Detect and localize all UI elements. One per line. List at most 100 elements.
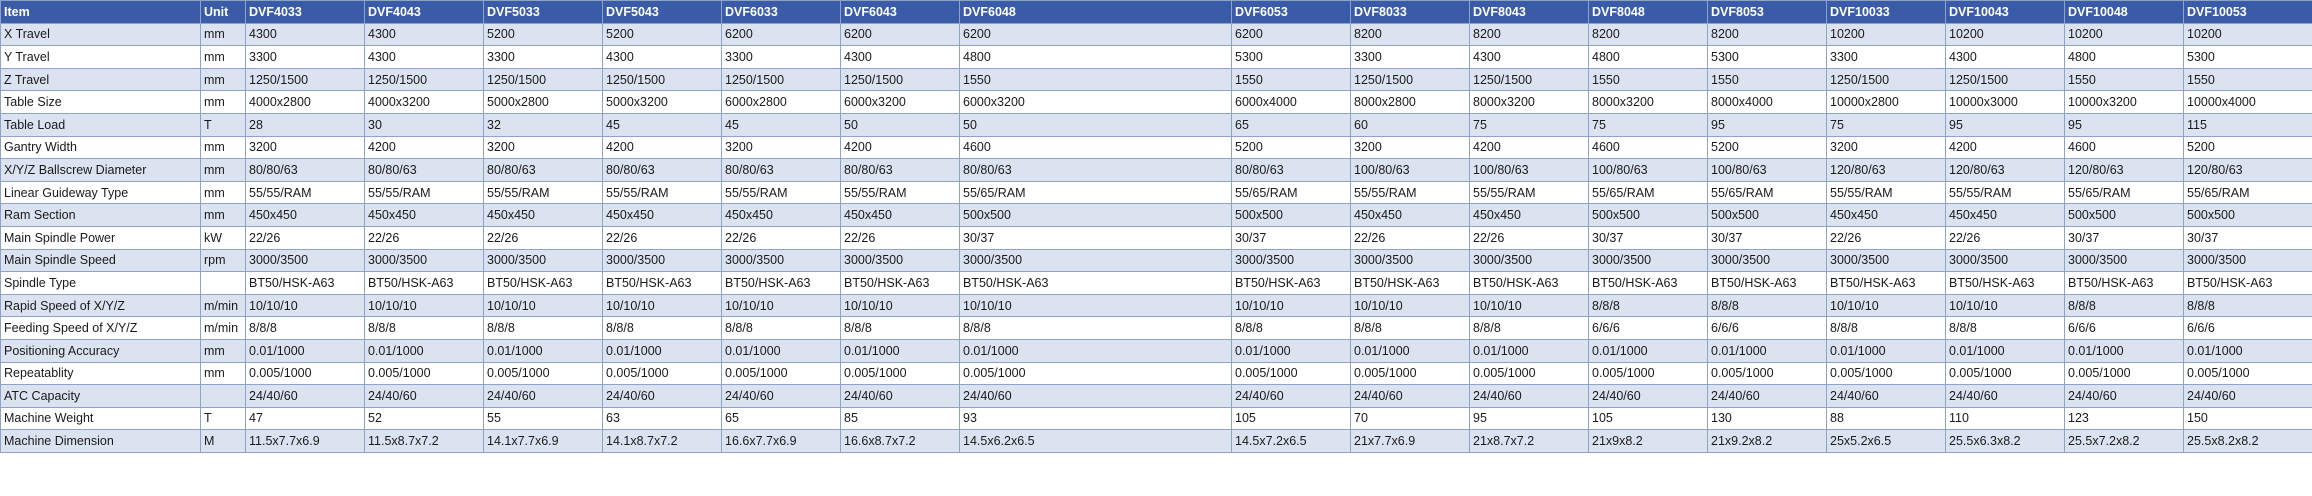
value-cell: 24/40/60 [1231, 384, 1351, 408]
value-cell: 1250/1500 [245, 67, 365, 92]
table-row: Table Load T 28 30 32 45 45 50 50 65 60 75 75 95 75 95 9… [0, 112, 2312, 137]
value-cell: 450x450 [1826, 203, 1946, 227]
value-cell: 3200 [1826, 135, 1946, 160]
value-cell: 80/80/63 [721, 158, 841, 182]
value-cell: 0.01/1000 [602, 338, 722, 363]
value-cell: 4600 [959, 135, 1232, 160]
value-cell: 5200 [1707, 135, 1827, 160]
value-cell: 0.005/1000 [245, 361, 365, 386]
value-cell: 3000/3500 [1707, 248, 1827, 273]
value-cell: BT50/HSK-A63 [721, 271, 841, 295]
unit-cell: kW [200, 225, 246, 250]
value-cell: 1550 [2183, 67, 2312, 92]
header-cell: Item [0, 0, 201, 24]
value-cell: 10/10/10 [364, 293, 484, 318]
value-cell: 22/26 [1469, 225, 1589, 250]
value-cell: 0.005/1000 [364, 361, 484, 386]
value-cell: 3300 [245, 45, 365, 69]
table-row: Linear Guideway Type mm 55/55/RAM 55/55/RAM… [0, 180, 2312, 205]
value-cell: 10200 [1826, 22, 1946, 47]
value-cell: 105 [1231, 406, 1351, 431]
header-row: Item Unit DVF4033 DVF4043 DVF5033 DVF5043 DVF6… [0, 0, 2312, 24]
row-label: Linear Guideway Type [0, 180, 201, 205]
header-cell: DVF10053 [2183, 0, 2312, 24]
unit-cell: mm [200, 90, 246, 114]
value-cell: 5200 [602, 22, 722, 47]
value-cell: 0.01/1000 [1707, 338, 1827, 363]
header-cell: DVF10043 [1945, 0, 2065, 24]
row-label: X/Y/Z Ballscrew Diameter [0, 158, 201, 182]
value-cell: 0.005/1000 [2064, 361, 2184, 386]
value-cell: 0.01/1000 [364, 338, 484, 363]
value-cell: 8200 [1707, 22, 1827, 47]
value-cell: 63 [602, 406, 722, 431]
value-cell: 24/40/60 [721, 384, 841, 408]
value-cell: 21x9x8.2 [1588, 429, 1708, 453]
value-cell: 55/55/RAM [1350, 180, 1470, 205]
value-cell: 80/80/63 [959, 158, 1232, 182]
value-cell: 8/8/8 [245, 316, 365, 340]
value-cell: 24/40/60 [2183, 384, 2312, 408]
value-cell: 5300 [1707, 45, 1827, 69]
value-cell: 1250/1500 [1469, 67, 1589, 92]
value-cell: 8/8/8 [602, 316, 722, 340]
value-cell: 8000x4000 [1707, 90, 1827, 114]
unit-cell [200, 271, 246, 295]
value-cell: 4300 [840, 45, 960, 69]
value-cell: 8/8/8 [2183, 293, 2312, 318]
value-cell: 52 [364, 406, 484, 431]
value-cell: 80/80/63 [483, 158, 603, 182]
value-cell: 5200 [483, 22, 603, 47]
value-cell: 8/8/8 [840, 316, 960, 340]
value-cell: 24/40/60 [1350, 384, 1470, 408]
value-cell: 1250/1500 [721, 67, 841, 92]
value-cell: 55/65/RAM [1588, 180, 1708, 205]
value-cell: 4000x3200 [364, 90, 484, 114]
value-cell: 30/37 [1707, 225, 1827, 250]
value-cell: 0.005/1000 [2183, 361, 2312, 386]
value-cell: 10/10/10 [1231, 293, 1351, 318]
value-cell: 95 [1469, 406, 1589, 431]
value-cell: 55/55/RAM [721, 180, 841, 205]
value-cell: 22/26 [364, 225, 484, 250]
spec-table: Item Unit DVF4033 DVF4043 DVF5033 DVF5043 DVF6… [0, 0, 2312, 453]
value-cell: 47 [245, 406, 365, 431]
value-cell: 8000x2800 [1350, 90, 1470, 114]
value-cell: 6000x2800 [721, 90, 841, 114]
value-cell: 30/37 [959, 225, 1232, 250]
value-cell: 3000/3500 [2183, 248, 2312, 273]
value-cell: 500x500 [1231, 203, 1351, 227]
table-row: Table Size mm 4000x2800 4000x3200 5000x2800 5… [0, 90, 2312, 114]
value-cell: 55/55/RAM [245, 180, 365, 205]
value-cell: 55/65/RAM [2064, 180, 2184, 205]
value-cell: 450x450 [1945, 203, 2065, 227]
header-cell: DVF5033 [483, 0, 603, 24]
unit-cell: mm [200, 338, 246, 363]
value-cell: 1250/1500 [1945, 67, 2065, 92]
table-row: Y Travel mm 3300 4300 3300 4300 3300 4300 4800 53… [0, 45, 2312, 69]
value-cell: 24/40/60 [1588, 384, 1708, 408]
value-cell: 100/80/63 [1707, 158, 1827, 182]
value-cell: BT50/HSK-A63 [1231, 271, 1351, 295]
value-cell: 85 [840, 406, 960, 431]
row-label: Feeding Speed of X/Y/Z [0, 316, 201, 340]
value-cell: 8200 [1350, 22, 1470, 47]
value-cell: 65 [721, 406, 841, 431]
value-cell: 8/8/8 [1826, 316, 1946, 340]
value-cell: 16.6x7.7x6.9 [721, 429, 841, 453]
value-cell: 32 [483, 112, 603, 137]
row-label: Y Travel [0, 45, 201, 69]
value-cell: 10/10/10 [721, 293, 841, 318]
value-cell: 24/40/60 [2064, 384, 2184, 408]
table-row: Repeatablity mm 0.005/1000 0.005/1000 0.005/… [0, 361, 2312, 386]
value-cell: BT50/HSK-A63 [1945, 271, 2065, 295]
value-cell: 21x8.7x7.2 [1469, 429, 1589, 453]
header-cell: DVF6048 [959, 0, 1232, 24]
value-cell: 55/65/RAM [1231, 180, 1351, 205]
value-cell: 8/8/8 [1588, 293, 1708, 318]
value-cell: 80/80/63 [840, 158, 960, 182]
value-cell: 450x450 [483, 203, 603, 227]
value-cell: 75 [1469, 112, 1589, 137]
row-label: Ram Section [0, 203, 201, 227]
value-cell: 3000/3500 [1469, 248, 1589, 273]
